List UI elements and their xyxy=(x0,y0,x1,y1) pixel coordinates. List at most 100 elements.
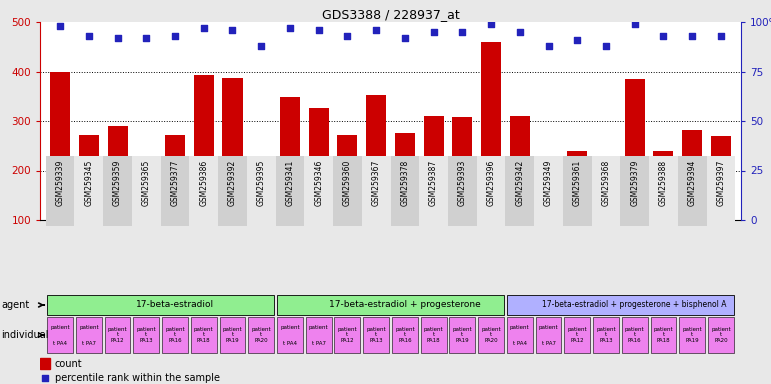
FancyBboxPatch shape xyxy=(621,317,648,353)
Text: GSM259360: GSM259360 xyxy=(343,159,352,206)
Point xyxy=(54,23,66,29)
Text: patient
t
PA18: patient t PA18 xyxy=(654,327,673,343)
Bar xyxy=(103,156,132,226)
Text: patient
t
PA19: patient t PA19 xyxy=(453,327,472,343)
Point xyxy=(628,21,641,27)
Text: patient
t
PA20: patient t PA20 xyxy=(251,327,271,343)
Point xyxy=(686,33,699,39)
Text: patient: patient xyxy=(280,325,300,330)
Point xyxy=(657,33,669,39)
Bar xyxy=(40,358,49,369)
Bar xyxy=(362,156,390,226)
Point xyxy=(715,33,727,39)
Point xyxy=(227,27,239,33)
FancyBboxPatch shape xyxy=(277,317,303,353)
Text: patient
t
PA18: patient t PA18 xyxy=(194,327,214,343)
Point xyxy=(111,35,123,41)
FancyBboxPatch shape xyxy=(76,317,102,353)
Bar xyxy=(395,133,415,270)
Bar xyxy=(621,156,649,226)
Text: GSM259361: GSM259361 xyxy=(573,159,582,206)
Bar xyxy=(190,156,218,226)
Text: GSM259345: GSM259345 xyxy=(84,159,93,206)
Text: GSM259377: GSM259377 xyxy=(170,159,180,206)
Bar xyxy=(75,156,103,226)
FancyBboxPatch shape xyxy=(392,317,418,353)
Text: patient: patient xyxy=(79,325,99,330)
Point xyxy=(342,33,354,39)
Bar xyxy=(333,156,362,226)
Text: GSM259368: GSM259368 xyxy=(601,159,611,206)
Text: GSM259378: GSM259378 xyxy=(400,159,409,206)
Bar xyxy=(476,156,506,226)
Point xyxy=(169,33,181,39)
Bar xyxy=(45,156,75,226)
Point xyxy=(513,29,526,35)
Text: t PA7: t PA7 xyxy=(541,341,556,346)
FancyBboxPatch shape xyxy=(564,317,590,353)
Bar xyxy=(678,156,706,226)
Bar xyxy=(481,42,501,270)
Bar xyxy=(160,156,190,226)
Text: patient
t
PA20: patient t PA20 xyxy=(481,327,501,343)
Point xyxy=(427,29,439,35)
FancyBboxPatch shape xyxy=(306,317,332,353)
Point xyxy=(255,43,268,49)
Text: GSM259341: GSM259341 xyxy=(285,159,295,206)
Text: count: count xyxy=(55,359,82,369)
Bar xyxy=(534,156,563,226)
Bar xyxy=(338,135,358,270)
Text: GSM259359: GSM259359 xyxy=(113,159,122,206)
Bar xyxy=(506,156,534,226)
Bar xyxy=(567,151,588,270)
Text: patient
t
PA16: patient t PA16 xyxy=(165,327,185,343)
Text: patient
t
PA16: patient t PA16 xyxy=(395,327,415,343)
Bar xyxy=(107,126,128,270)
FancyBboxPatch shape xyxy=(708,317,734,353)
FancyBboxPatch shape xyxy=(507,317,533,353)
Bar xyxy=(625,79,645,270)
FancyBboxPatch shape xyxy=(162,317,188,353)
Text: patient
t
PA18: patient t PA18 xyxy=(424,327,443,343)
Bar xyxy=(706,156,736,226)
Text: GSM259392: GSM259392 xyxy=(228,159,237,206)
Text: patient: patient xyxy=(539,325,558,330)
Point xyxy=(456,29,469,35)
Text: 17-beta-estradiol + progesterone + bisphenol A: 17-beta-estradiol + progesterone + bisph… xyxy=(543,300,727,309)
Bar xyxy=(79,135,99,270)
Bar xyxy=(510,116,530,270)
Text: patient
t
PA13: patient t PA13 xyxy=(596,327,616,343)
FancyBboxPatch shape xyxy=(507,295,734,315)
Text: 17-beta-estradiol: 17-beta-estradiol xyxy=(136,300,214,309)
Text: patient
t
PA19: patient t PA19 xyxy=(682,327,702,343)
Text: patient
t
PA20: patient t PA20 xyxy=(711,327,731,343)
Bar xyxy=(682,130,702,270)
Text: patient
t
PA12: patient t PA12 xyxy=(338,327,357,343)
Bar xyxy=(653,151,674,270)
Text: GSM259367: GSM259367 xyxy=(372,159,381,206)
FancyBboxPatch shape xyxy=(248,317,274,353)
Bar xyxy=(563,156,591,226)
Point xyxy=(312,27,325,33)
Text: t PA7: t PA7 xyxy=(311,341,325,346)
Bar xyxy=(448,156,476,226)
Text: GSM259349: GSM259349 xyxy=(544,159,553,206)
Text: GSM259342: GSM259342 xyxy=(515,159,524,206)
Text: patient
t
PA19: patient t PA19 xyxy=(223,327,242,343)
FancyBboxPatch shape xyxy=(593,317,619,353)
Bar xyxy=(308,108,328,270)
Bar xyxy=(165,135,185,270)
Point xyxy=(485,21,497,27)
FancyBboxPatch shape xyxy=(220,317,245,353)
FancyBboxPatch shape xyxy=(47,295,274,315)
Text: patient: patient xyxy=(309,325,328,330)
Text: patient: patient xyxy=(510,325,530,330)
Point xyxy=(197,25,210,31)
Text: GSM259394: GSM259394 xyxy=(688,159,697,206)
FancyBboxPatch shape xyxy=(133,317,160,353)
Text: GSM259386: GSM259386 xyxy=(199,159,208,206)
Bar xyxy=(136,158,157,270)
FancyBboxPatch shape xyxy=(536,317,561,353)
Point xyxy=(600,43,612,49)
FancyBboxPatch shape xyxy=(105,317,130,353)
